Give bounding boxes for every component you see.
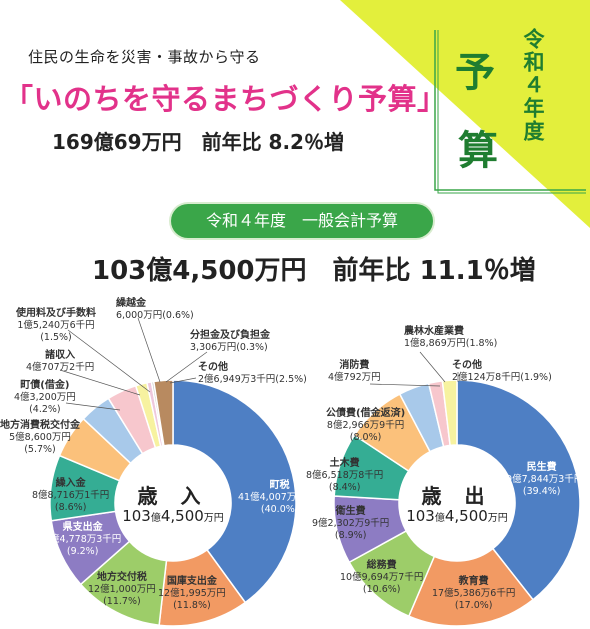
expenditure-center-amount: 103億4,500万円: [406, 507, 508, 525]
rev-label-other: その他 2億6,949万3千円(2.5%): [198, 362, 307, 385]
total-budget: 103億4,500万円 前年比 11.1％増: [92, 256, 536, 286]
leader-line-5: [169, 377, 197, 384]
page-title: 「いのちを守るまちづくり予算」: [4, 82, 447, 116]
badge-char-1: 予: [455, 50, 495, 96]
rev-label-allocation: 地方交付税 12億1,000万円 (11.7%): [88, 572, 156, 607]
exp-label-fire: 消防費 4億792万円: [328, 360, 381, 383]
leader-line-7: [369, 383, 441, 387]
badge-char-2: 算: [458, 128, 498, 174]
exp-label-other: その他 2億124万8千円(1.9%): [452, 360, 552, 383]
budget-amount: 169億69万円 前年比 8.2％増: [52, 130, 344, 154]
revenue-slice-0: [172, 379, 297, 604]
rev-label-bond: 町債(借金) 4億3,200万円 (4.2%): [14, 380, 76, 415]
exp-label-health: 衛生費 9億2,302万9千円 (8.9%): [312, 506, 390, 541]
revenue-donut-hole: [115, 445, 231, 561]
expenditure-center-title: 歳 出: [421, 484, 493, 508]
rev-label-fees: 使用料及び手数料 1億5,240万6千円 (1.5%): [16, 308, 96, 343]
expenditure-donut-hole: [399, 445, 515, 561]
header-subtitle: 住民の生命を災害・事故から守る: [28, 48, 261, 66]
exp-label-debt: 公債費(借金返済) 8億2,966万9千円 (8.0%): [326, 408, 406, 443]
revenue-center-amount: 103億4,500万円: [122, 507, 224, 525]
exp-label-general: 総務費 10億9,694万7千円 (10.6%): [340, 560, 424, 595]
rev-label-tax: 町税 41億4,007万5千円 (40.0%): [238, 480, 322, 515]
exp-label-welfare: 民生費 40億7,844万3千円 (39.4%): [500, 462, 584, 497]
rev-label-prefecture: 県支出金 9億4,778万3千円 (9.2%): [44, 522, 122, 557]
exp-label-agri: 農林水産業費 1億8,869万円(1.8%): [404, 326, 498, 349]
revenue-center-title: 歳 入: [137, 484, 209, 508]
leader-line-2: [65, 402, 121, 411]
badge-year: 令和４年度: [521, 28, 545, 143]
leader-line-4: [165, 351, 208, 383]
rev-label-transfer: 繰入金 8億8,716万1千円 (8.6%): [32, 478, 110, 513]
exp-label-education: 教育費 17億5,386万6千円 (17.0%): [432, 576, 516, 611]
rev-label-burden: 分担金及び負担金 3,306万円(0.3%): [190, 330, 270, 353]
rev-label-carryover: 繰越金 6,000万円(0.6%): [116, 298, 194, 321]
leader-line-0: [67, 329, 151, 393]
expenditure-slice-8: [441, 379, 458, 447]
leader-line-6: [419, 351, 446, 383]
rev-label-misc-income: 諸収入 4億707万2千円: [26, 350, 95, 373]
exp-label-civil: 土木費 8億6,518万8千円 (8.4%): [306, 458, 384, 493]
section-pill: 令和４年度 一般会計予算: [171, 204, 433, 238]
revenue-slice-11: [152, 379, 174, 447]
leader-line-3: [137, 317, 161, 383]
expenditure-slice-1: [407, 547, 535, 627]
rev-label-consumption: 地方消費税交付金 5億8,600万円 (5.7%): [0, 420, 80, 455]
expenditure-slice-0: [456, 379, 581, 601]
leader-line-1: [59, 369, 141, 396]
rev-label-national: 国庫支出金 12億1,995万円 (11.8%): [158, 576, 226, 611]
